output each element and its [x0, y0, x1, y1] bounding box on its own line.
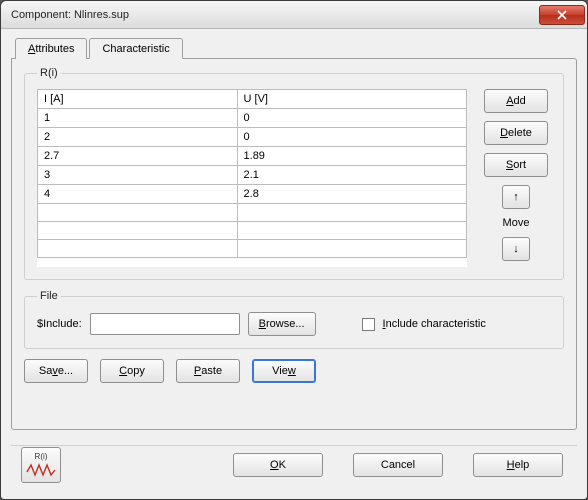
window-title: Component: Nlinres.sup	[11, 9, 539, 21]
group-ri: R(i) I [A] U [V]	[24, 67, 564, 280]
table-row[interactable]: 20	[38, 128, 467, 147]
move-down-button[interactable]: ↓	[502, 237, 530, 261]
dialog-window: Component: Nlinres.sup Attributes Charac…	[0, 0, 588, 500]
table-header-row: I [A] U [V]	[38, 90, 467, 109]
ri-icon-label: R(i)	[35, 452, 48, 461]
ri-table-container: I [A] U [V] 10 20 2.71.89 32.1	[37, 89, 467, 267]
include-label: $Include:	[37, 318, 82, 330]
col-u[interactable]: U [V]	[237, 90, 466, 109]
paste-button[interactable]: Paste	[176, 359, 240, 383]
ri-tbody: 10 20 2.71.89 32.1 42.8	[38, 109, 467, 258]
include-input[interactable]	[90, 313, 240, 335]
table-row[interactable]: 42.8	[38, 185, 467, 204]
group-file-legend: File	[37, 290, 61, 302]
copy-button[interactable]: Copy	[100, 359, 164, 383]
tab-label: Characteristic	[102, 43, 169, 55]
close-icon	[557, 10, 567, 20]
waveform-icon	[26, 462, 56, 478]
ri-side-buttons: Add Delete Sort ↑ Move ↓	[481, 89, 551, 267]
table-row[interactable]	[38, 204, 467, 222]
tabs: Attributes Characteristic R(i) I [A]	[11, 37, 577, 439]
tab-row: Attributes Characteristic	[11, 37, 577, 58]
ri-table[interactable]: I [A] U [V] 10 20 2.71.89 32.1	[37, 89, 467, 258]
ok-button[interactable]: OK	[233, 453, 323, 477]
table-row[interactable]	[38, 222, 467, 240]
tab-panel-characteristic: R(i) I [A] U [V]	[11, 58, 577, 430]
close-button[interactable]	[539, 5, 585, 25]
arrow-up-icon: ↑	[513, 191, 519, 203]
table-row[interactable]: 10	[38, 109, 467, 128]
client-area: Attributes Characteristic R(i) I [A]	[1, 29, 587, 499]
move-up-button[interactable]: ↑	[502, 185, 530, 209]
save-button[interactable]: Save...	[24, 359, 88, 383]
arrow-down-icon: ↓	[513, 243, 519, 255]
cancel-button[interactable]: Cancel	[353, 453, 443, 477]
add-button[interactable]: Add	[484, 89, 548, 113]
col-i[interactable]: I [A]	[38, 90, 238, 109]
include-char-label: Include characteristic	[383, 318, 486, 330]
move-label: Move	[503, 217, 530, 229]
table-row[interactable]	[38, 240, 467, 258]
help-button[interactable]: Help	[473, 453, 563, 477]
browse-button[interactable]: Browse...	[248, 312, 316, 336]
table-row[interactable]: 32.1	[38, 166, 467, 185]
table-row[interactable]: 2.71.89	[38, 147, 467, 166]
group-ri-legend: R(i)	[37, 67, 61, 79]
include-char-checkbox[interactable]	[362, 318, 375, 331]
tab-attributes[interactable]: Attributes	[15, 38, 87, 59]
delete-button[interactable]: Delete	[484, 121, 548, 145]
ri-icon-button[interactable]: R(i)	[21, 447, 61, 483]
tab-label: ttributes	[35, 43, 74, 55]
group-file: File $Include: Browse... Include charact…	[24, 290, 564, 349]
sort-button[interactable]: Sort	[484, 153, 548, 177]
view-button[interactable]: View	[252, 359, 316, 383]
tab-characteristic[interactable]: Characteristic	[89, 38, 182, 59]
action-row: Save... Copy Paste View	[24, 359, 564, 383]
footer: R(i) OK Cancel Help	[11, 445, 577, 489]
titlebar: Component: Nlinres.sup	[1, 1, 587, 29]
